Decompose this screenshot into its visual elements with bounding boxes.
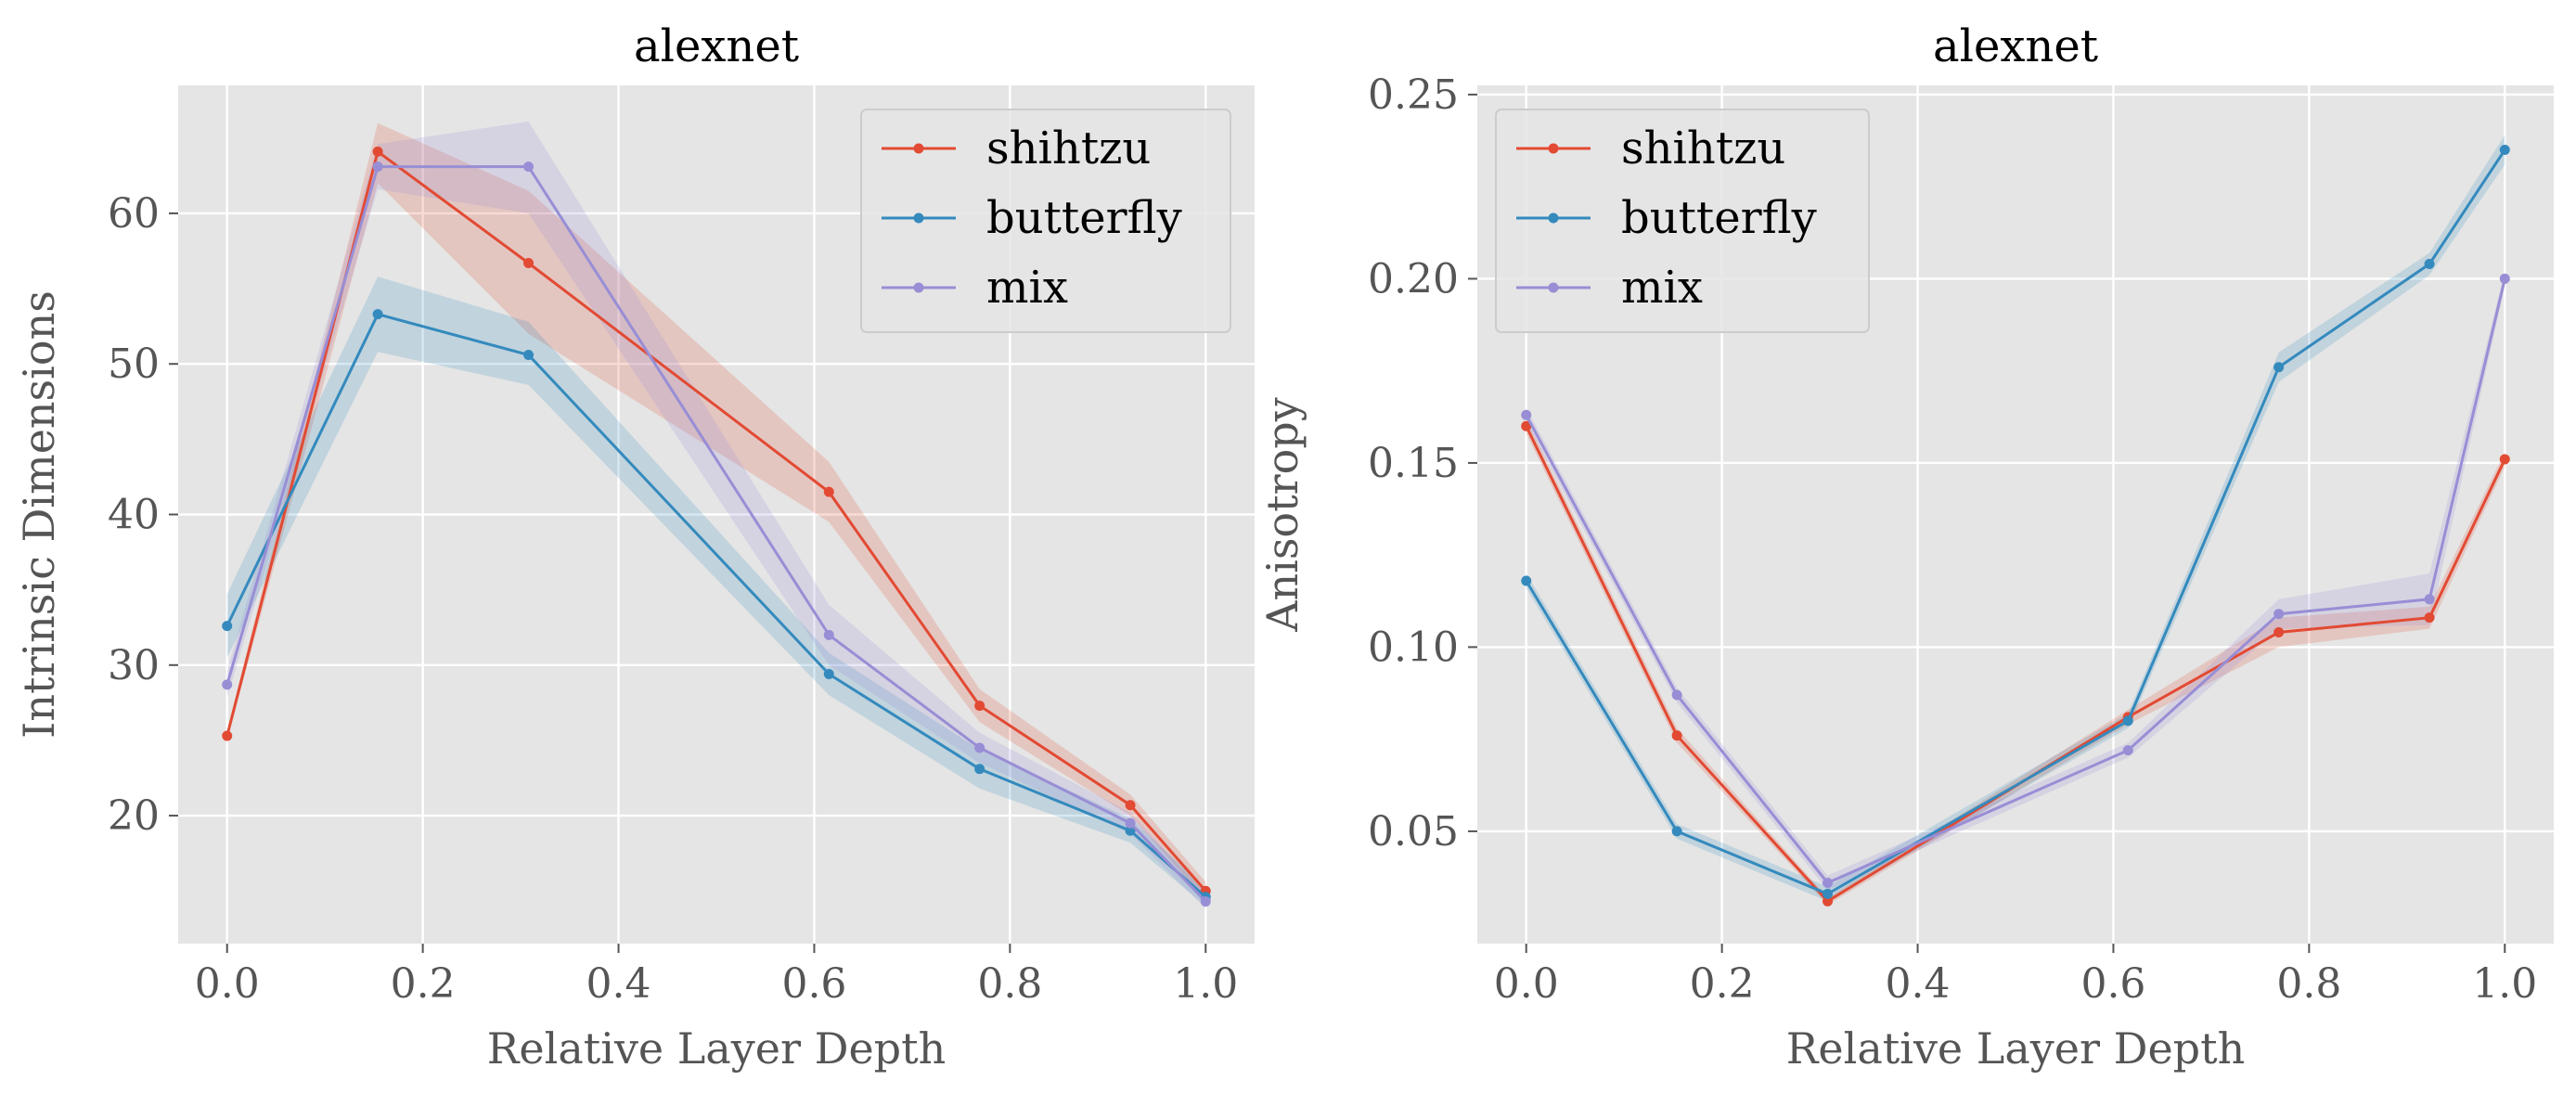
y-tick-label: 60 (108, 190, 160, 238)
legend-marker-shihtzu (1548, 143, 1559, 154)
legend-label-mix: mix (986, 262, 1068, 314)
data-point-shihtzu (2499, 454, 2510, 465)
x-tick-label: 0.2 (391, 960, 456, 1008)
legend-marker-mix (1548, 282, 1559, 293)
band-butterfly (226, 276, 1206, 907)
x-tick-label: 0.8 (977, 960, 1042, 1008)
data-point-butterfly (1671, 826, 1682, 837)
data-point-mix (1823, 877, 1834, 888)
data-point-mix (823, 629, 834, 640)
legend-marker-butterfly (1548, 212, 1559, 224)
legend-label-shihtzu: shihtzu (986, 122, 1151, 174)
legend-marker-butterfly (913, 212, 924, 224)
y-axis-label: Intrinsic Dimensions (14, 290, 64, 739)
data-point-butterfly (523, 349, 535, 360)
data-point-shihtzu (222, 730, 233, 741)
data-point-butterfly (2424, 259, 2435, 270)
x-tick-label: 0.4 (1886, 960, 1951, 1008)
y-tick-label: 40 (108, 492, 160, 539)
data-point-butterfly (2273, 362, 2285, 373)
y-tick-label: 0.10 (1368, 624, 1459, 671)
x-tick-label: 0.2 (1690, 960, 1755, 1008)
x-axis-label: Relative Layer Depth (487, 1023, 946, 1074)
x-tick-label: 0.0 (1494, 960, 1559, 1008)
x-axis: 0.0 0.2 0.4 0.6 0.8 1.0 (1494, 944, 2537, 1008)
chart-panel-2: 0.0 0.2 0.4 0.6 0.8 1.0 0.05 0.10 0.15 0.20 0.25 al… (1257, 20, 2554, 1074)
legend-marker-shihtzu (913, 143, 924, 154)
y-axis: 0.05 0.10 0.15 0.20 0.25 (1368, 71, 1477, 855)
data-point-shihtzu (2273, 627, 2285, 638)
data-point-shihtzu (1823, 895, 1834, 907)
data-point-butterfly (974, 764, 985, 775)
y-tick-label: 20 (108, 792, 160, 840)
data-point-butterfly (2499, 144, 2510, 155)
legend-box (860, 109, 1231, 333)
data-point-mix (2122, 745, 2133, 756)
data-point-butterfly (222, 621, 233, 632)
y-axis: 20 30 40 50 60 (108, 190, 178, 840)
data-point-shihtzu (1125, 800, 1136, 811)
data-point-mix (1200, 896, 1211, 907)
data-point-butterfly (2122, 715, 2133, 727)
data-point-butterfly (1823, 888, 1834, 899)
x-tick-label: 0.4 (586, 960, 651, 1008)
y-tick-label: 0.05 (1368, 808, 1459, 855)
y-tick-label: 0.15 (1368, 440, 1459, 487)
legend-label-butterfly: butterfly (986, 192, 1182, 244)
data-point-shihtzu (2424, 612, 2435, 624)
data-point-mix (523, 161, 535, 173)
data-point-mix (1521, 409, 1532, 420)
legend-label-shihtzu: shihtzu (1621, 122, 1785, 174)
legend-label-butterfly: butterfly (1621, 192, 1817, 244)
data-point-mix (2499, 273, 2510, 284)
x-tick-label: 0.6 (781, 960, 846, 1008)
data-point-mix (2273, 609, 2285, 620)
data-point-mix (1125, 817, 1136, 829)
y-tick-label: 0.20 (1368, 255, 1459, 302)
data-point-butterfly (823, 669, 834, 680)
data-point-mix (222, 679, 233, 690)
legend-marker-mix (913, 282, 924, 293)
data-point-shihtzu (1521, 420, 1532, 431)
data-point-butterfly (1521, 575, 1532, 586)
legend: shihtzu butterfly mix (1495, 109, 1870, 333)
chart-title: alexnet (634, 20, 799, 72)
x-axis: 0.0 0.2 0.4 0.6 0.8 1.0 (195, 944, 1238, 1008)
x-axis-label: Relative Layer Depth (1786, 1023, 2245, 1074)
legend: shihtzu butterfly mix (860, 109, 1231, 333)
x-tick-label: 1.0 (1173, 960, 1238, 1008)
legend-label-mix: mix (1621, 262, 1703, 314)
y-tick-label: 30 (108, 642, 160, 689)
chart-panel-1: 0.0 0.2 0.4 0.6 0.8 1.0 20 30 40 50 60 alexnet Relat… (14, 20, 1255, 1074)
data-point-shihtzu (974, 701, 985, 712)
data-point-shihtzu (1671, 730, 1682, 741)
data-point-mix (974, 742, 985, 753)
data-point-butterfly (372, 309, 383, 320)
legend-box (1495, 109, 1870, 333)
y-tick-label: 50 (108, 341, 160, 388)
data-point-shihtzu (372, 146, 383, 157)
x-tick-label: 0.0 (195, 960, 260, 1008)
x-tick-label: 0.6 (2080, 960, 2145, 1008)
y-axis-label: Anisotropy (1257, 397, 1307, 632)
grid (1477, 85, 2554, 944)
x-tick-label: 1.0 (2472, 960, 2537, 1008)
data-point-shihtzu (823, 486, 834, 497)
data-point-mix (372, 161, 383, 173)
data-point-shihtzu (523, 257, 535, 268)
data-point-mix (2424, 594, 2435, 605)
chart-title: alexnet (1933, 20, 2098, 72)
y-tick-label: 0.25 (1368, 71, 1459, 119)
data-point-butterfly (1125, 825, 1136, 836)
data-point-mix (1671, 689, 1682, 701)
x-tick-label: 0.8 (2276, 960, 2341, 1008)
